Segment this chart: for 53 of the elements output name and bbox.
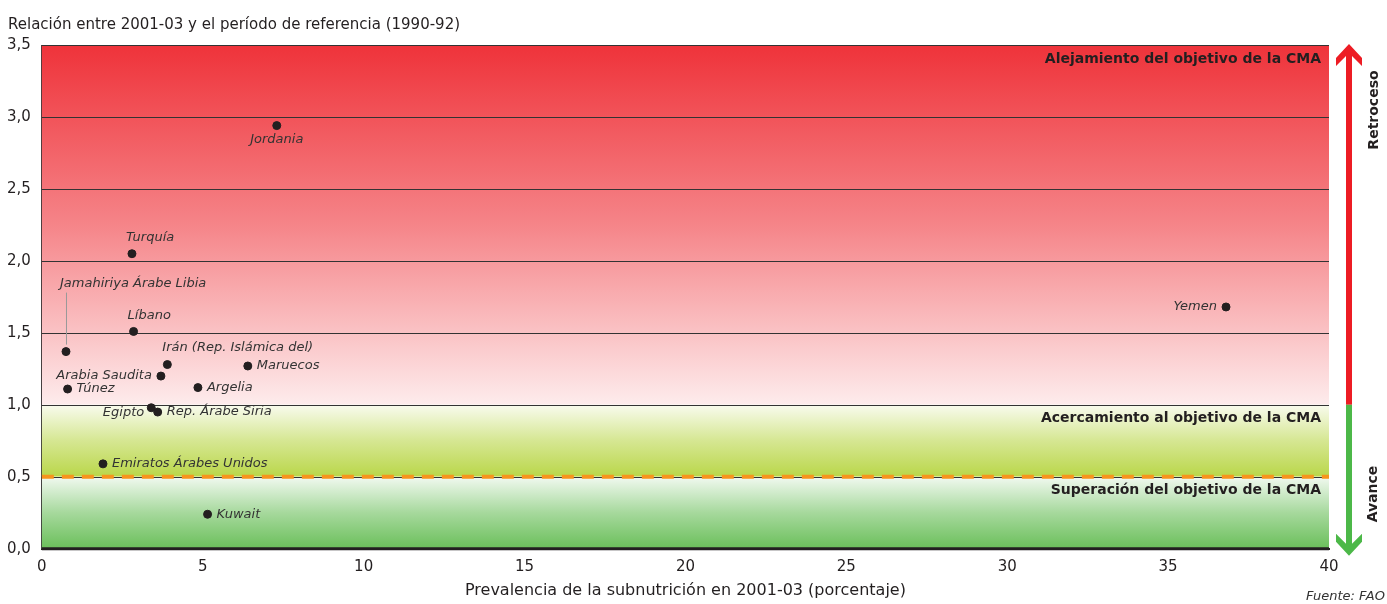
annotation: Rep. Árabe Siria — [166, 403, 272, 419]
source-note: Fuente: FAO — [1306, 588, 1385, 603]
y-tick-label: 2,5 — [7, 178, 31, 197]
annotation: Turquía — [125, 229, 175, 245]
y-tick-label: 1,0 — [7, 394, 31, 413]
x-tick-label: 5 — [197, 556, 208, 575]
annotation: Yemen — [1173, 298, 1218, 314]
annotation: Túnez — [76, 380, 116, 396]
y-tick-label: 0,5 — [7, 466, 31, 485]
annotation: Líbano — [127, 306, 171, 322]
point — [98, 459, 108, 469]
annotation: Emiratos Árabes Unidos — [111, 455, 268, 471]
point — [127, 249, 137, 259]
band-label: Acercamiento al objetivo de la CMA — [1040, 409, 1322, 426]
annotation: Kuwait — [216, 505, 262, 521]
point — [153, 407, 163, 417]
x-tick-label: 30 — [997, 556, 1017, 575]
text: Avance — [1363, 465, 1380, 523]
annotation: Egipto — [102, 404, 145, 420]
annotation: Jamahiriya Árabe Libia — [56, 274, 207, 290]
y-tick-label: 0,0 — [7, 538, 31, 557]
y-tick-label: 2,0 — [7, 250, 31, 269]
x-tick-label: 0 — [37, 556, 47, 575]
band-label: Superación del objetivo de la CMA — [1050, 481, 1322, 498]
point — [162, 360, 172, 370]
y-tick-label: 3,5 — [7, 34, 31, 53]
point — [156, 371, 166, 381]
point — [243, 361, 253, 371]
annotation: Arabia Saudita — [55, 367, 152, 383]
annotation: Jordania — [247, 130, 304, 146]
x-tick-label: 20 — [675, 556, 695, 575]
x-tick-label: 15 — [514, 556, 535, 575]
annotation: Argelia — [205, 378, 253, 394]
y-tick-label: 1,5 — [7, 322, 31, 341]
x-tick-label: 25 — [836, 556, 856, 575]
point — [129, 326, 139, 336]
x-tick-label: 35 — [1158, 556, 1178, 575]
y-axis-title: Relación entre 2001-03 y el período de referencia (1990-92) — [8, 14, 461, 33]
point — [61, 347, 71, 357]
text: Retroceso — [1364, 70, 1381, 150]
y-tick-label: 3,0 — [7, 106, 31, 125]
point — [193, 383, 203, 393]
point — [203, 509, 213, 519]
annotation: Maruecos — [256, 357, 320, 373]
x-tick-label: 10 — [354, 556, 374, 575]
x-tick-label: 40 — [1319, 556, 1339, 575]
point — [146, 403, 156, 413]
annotation: Irán (Rep. Islámica del) — [162, 338, 314, 354]
band-label: Alejamiento del objetivo de la CMA — [1044, 49, 1322, 66]
point — [63, 384, 73, 394]
point — [1221, 302, 1231, 312]
point — [272, 121, 282, 131]
x-axis-title: Prevalencia de la subnutrición en 2001-03 (porcentaje) — [464, 579, 906, 599]
